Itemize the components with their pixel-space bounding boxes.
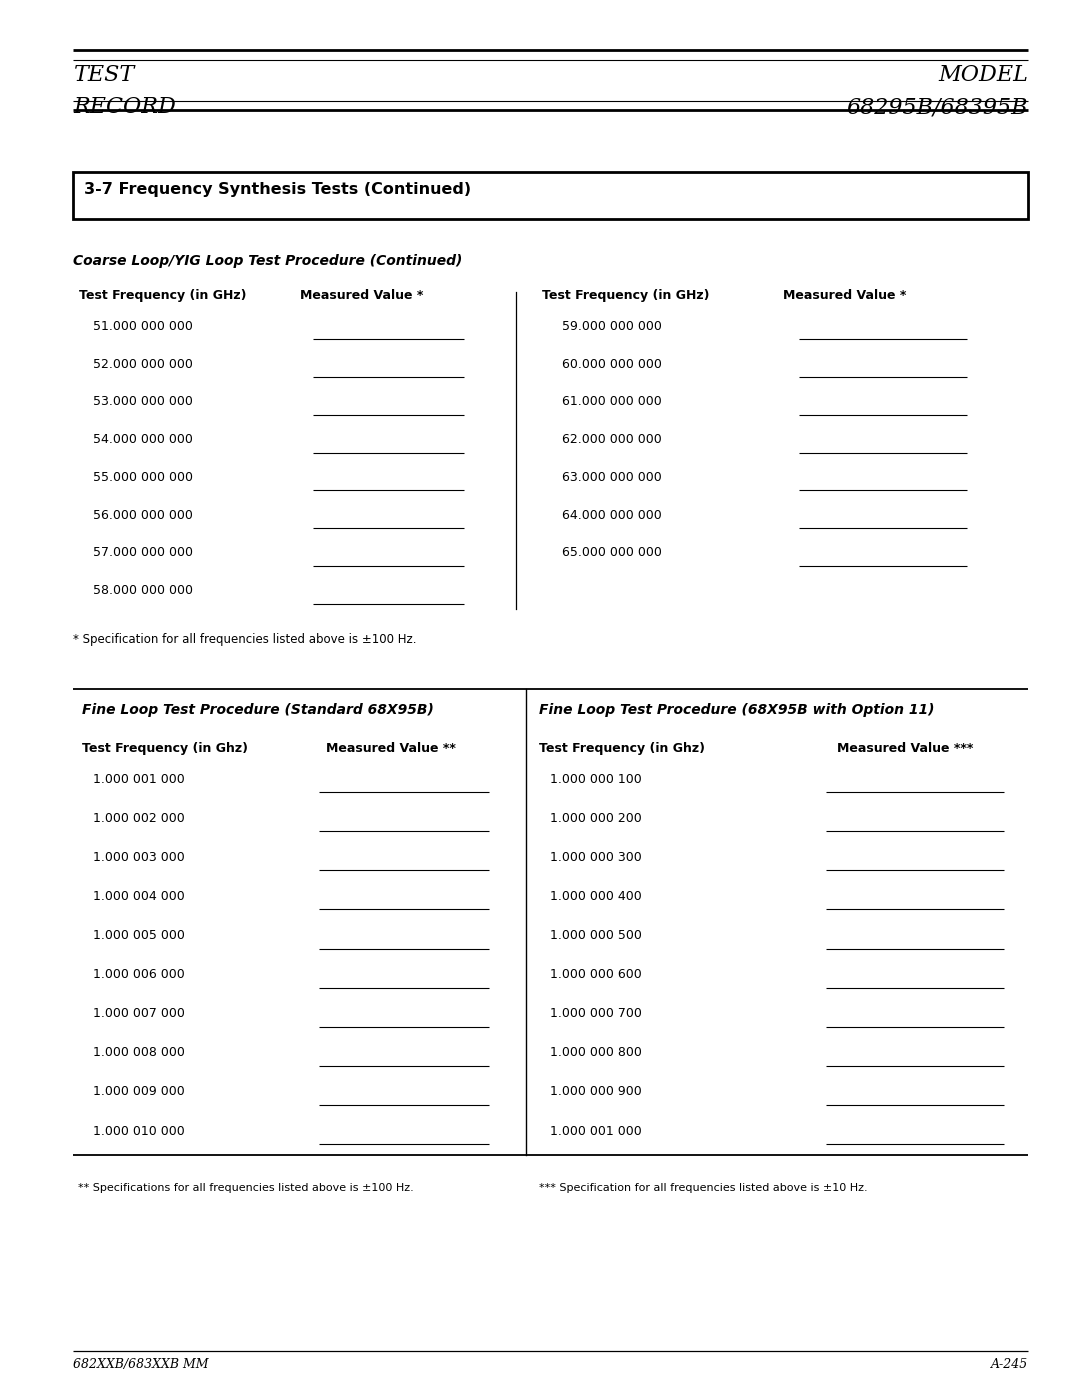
Text: 1.000 000 900: 1.000 000 900 (550, 1085, 642, 1098)
Text: 56.000 000 000: 56.000 000 000 (93, 509, 192, 521)
Text: 1.000 000 600: 1.000 000 600 (550, 968, 642, 981)
Text: Fine Loop Test Procedure (68X95B with Option 11): Fine Loop Test Procedure (68X95B with Op… (539, 703, 934, 717)
Text: 1.000 010 000: 1.000 010 000 (93, 1125, 185, 1137)
Text: 1.000 001 000: 1.000 001 000 (550, 1125, 642, 1137)
Text: 54.000 000 000: 54.000 000 000 (93, 433, 192, 446)
Text: 3-7 Frequency Synthesis Tests (Continued): 3-7 Frequency Synthesis Tests (Continued… (84, 182, 471, 197)
Text: ** Specifications for all frequencies listed above is ±100 Hz.: ** Specifications for all frequencies li… (78, 1183, 414, 1193)
Text: 62.000 000 000: 62.000 000 000 (562, 433, 661, 446)
Text: 1.000 008 000: 1.000 008 000 (93, 1046, 185, 1059)
Text: 63.000 000 000: 63.000 000 000 (562, 471, 661, 483)
Text: 58.000 000 000: 58.000 000 000 (93, 584, 193, 597)
Text: 1.000 004 000: 1.000 004 000 (93, 890, 185, 902)
Text: 61.000 000 000: 61.000 000 000 (562, 395, 661, 408)
Text: Measured Value **: Measured Value ** (326, 742, 456, 754)
Text: 52.000 000 000: 52.000 000 000 (93, 358, 192, 370)
Text: 682XXB/683XXB MM: 682XXB/683XXB MM (73, 1358, 208, 1370)
Text: Coarse Loop/YIG Loop Test Procedure (Continued): Coarse Loop/YIG Loop Test Procedure (Con… (73, 254, 463, 268)
Text: MODEL: MODEL (939, 64, 1028, 87)
Text: *** Specification for all frequencies listed above is ±10 Hz.: *** Specification for all frequencies li… (539, 1183, 867, 1193)
Text: 1.000 000 300: 1.000 000 300 (550, 851, 642, 863)
Text: 1.000 000 700: 1.000 000 700 (550, 1007, 642, 1020)
Text: 1.000 006 000: 1.000 006 000 (93, 968, 185, 981)
Text: * Specification for all frequencies listed above is ±100 Hz.: * Specification for all frequencies list… (73, 633, 417, 645)
Text: 1.000 000 400: 1.000 000 400 (550, 890, 642, 902)
Text: 1.000 000 200: 1.000 000 200 (550, 812, 642, 824)
Text: 53.000 000 000: 53.000 000 000 (93, 395, 192, 408)
Text: Test Frequency (in GHz): Test Frequency (in GHz) (79, 289, 246, 302)
Text: Fine Loop Test Procedure (Standard 68X95B): Fine Loop Test Procedure (Standard 68X95… (82, 703, 434, 717)
Text: 51.000 000 000: 51.000 000 000 (93, 320, 192, 332)
Text: TEST: TEST (73, 64, 135, 87)
Text: 1.000 007 000: 1.000 007 000 (93, 1007, 185, 1020)
Text: Measured Value ***: Measured Value *** (837, 742, 973, 754)
Bar (73, 172, 1028, 219)
Text: 1.000 002 000: 1.000 002 000 (93, 812, 185, 824)
Text: 57.000 000 000: 57.000 000 000 (93, 546, 193, 559)
Text: Measured Value *: Measured Value * (783, 289, 906, 302)
Text: 55.000 000 000: 55.000 000 000 (93, 471, 193, 483)
Text: 1.000 003 000: 1.000 003 000 (93, 851, 185, 863)
Text: 1.000 001 000: 1.000 001 000 (93, 773, 185, 785)
Text: Measured Value *: Measured Value * (300, 289, 423, 302)
Text: 1.000 000 100: 1.000 000 100 (550, 773, 642, 785)
Text: 64.000 000 000: 64.000 000 000 (562, 509, 661, 521)
Text: 59.000 000 000: 59.000 000 000 (562, 320, 661, 332)
Text: 1.000 000 500: 1.000 000 500 (550, 929, 642, 942)
Text: Test Frequency (in Ghz): Test Frequency (in Ghz) (82, 742, 248, 754)
Text: RECORD: RECORD (73, 96, 176, 119)
Text: 60.000 000 000: 60.000 000 000 (562, 358, 661, 370)
Text: Test Frequency (in GHz): Test Frequency (in GHz) (542, 289, 710, 302)
Text: A-245: A-245 (991, 1358, 1028, 1370)
Text: 1.000 000 800: 1.000 000 800 (550, 1046, 642, 1059)
Text: Test Frequency (in Ghz): Test Frequency (in Ghz) (539, 742, 705, 754)
Text: 65.000 000 000: 65.000 000 000 (562, 546, 661, 559)
Text: 1.000 005 000: 1.000 005 000 (93, 929, 185, 942)
Text: 1.000 009 000: 1.000 009 000 (93, 1085, 185, 1098)
Text: 68295B/68395B: 68295B/68395B (847, 96, 1028, 119)
